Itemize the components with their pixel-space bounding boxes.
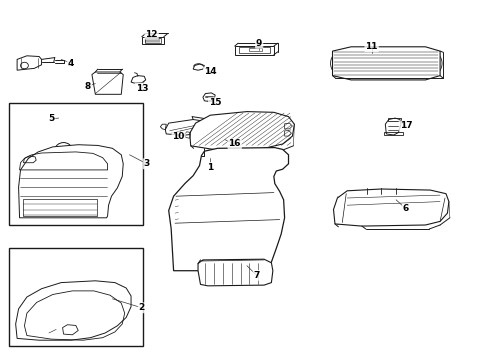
- Text: 3: 3: [143, 159, 149, 168]
- Bar: [238, 47, 270, 53]
- Polygon shape: [168, 148, 288, 271]
- Text: 6: 6: [402, 204, 408, 213]
- Polygon shape: [198, 259, 272, 286]
- Text: 4: 4: [67, 58, 74, 68]
- Bar: [144, 38, 161, 43]
- Text: 7: 7: [253, 271, 260, 280]
- Text: 9: 9: [255, 39, 262, 48]
- Text: 17: 17: [399, 122, 411, 130]
- Text: 15: 15: [208, 98, 221, 107]
- Bar: [23, 199, 97, 216]
- Polygon shape: [333, 189, 448, 226]
- Text: 12: 12: [145, 30, 158, 39]
- Polygon shape: [19, 145, 123, 218]
- Bar: [9, 248, 143, 346]
- Text: 1: 1: [207, 163, 213, 172]
- Polygon shape: [332, 47, 439, 80]
- Bar: [9, 103, 143, 225]
- Text: 5: 5: [48, 114, 54, 123]
- Polygon shape: [16, 281, 131, 340]
- Text: 14: 14: [203, 68, 216, 77]
- Text: 16: 16: [228, 139, 241, 148]
- Text: 10: 10: [172, 132, 184, 141]
- Polygon shape: [385, 118, 400, 135]
- Polygon shape: [189, 112, 294, 150]
- Text: 13: 13: [135, 84, 148, 93]
- Text: 2: 2: [139, 303, 144, 312]
- Text: 11: 11: [365, 42, 377, 51]
- Text: 8: 8: [85, 82, 91, 91]
- Bar: [249, 48, 261, 51]
